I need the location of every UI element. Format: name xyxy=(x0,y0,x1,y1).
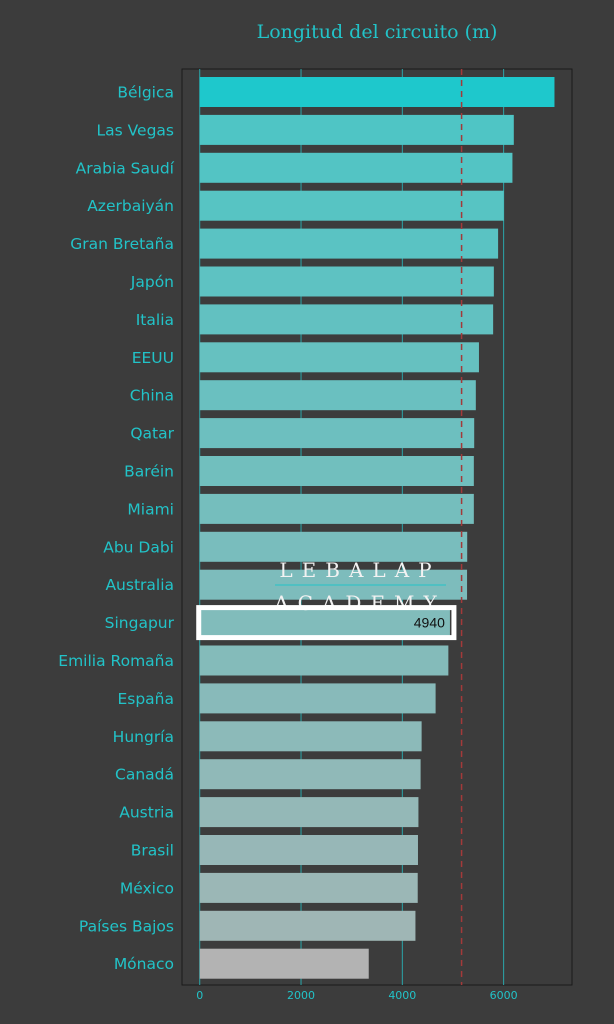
bar-espana xyxy=(199,683,436,714)
highlight-value-label: 4940 xyxy=(414,615,445,631)
bar-abu-dabi xyxy=(199,531,468,562)
watermark-line2: ACADEMY xyxy=(273,591,446,615)
category-label: Arabia Saudí xyxy=(76,159,175,177)
bar-barein xyxy=(199,456,474,486)
bar-japon xyxy=(199,266,494,297)
x-tick-label: 0 xyxy=(196,989,203,1002)
category-label: España xyxy=(117,690,174,708)
category-label: Mónaco xyxy=(114,955,174,973)
bar-mexico xyxy=(199,872,418,903)
category-label: Italia xyxy=(136,311,174,329)
category-label: China xyxy=(130,387,174,405)
bar-brasil xyxy=(199,835,418,865)
category-label: Las Vegas xyxy=(97,121,175,139)
category-label: Azerbaiyán xyxy=(87,197,174,215)
category-label: Gran Bretaña xyxy=(70,235,174,253)
bars xyxy=(199,77,555,979)
category-labels: Bélgica Las Vegas Arabia Saudí Azerbaiyán Gr… xyxy=(58,84,174,974)
category-label: México xyxy=(120,879,174,897)
category-label: Bélgica xyxy=(117,84,174,102)
category-label: Países Bajos xyxy=(79,917,174,935)
x-tick-label: 2000 xyxy=(287,989,315,1002)
category-label: Canadá xyxy=(115,766,174,784)
category-label: Qatar xyxy=(130,425,174,443)
plot-area xyxy=(181,68,573,986)
bar-canada xyxy=(199,759,421,790)
bar-austria xyxy=(199,797,419,828)
x-tick-label: 4000 xyxy=(388,989,416,1002)
bar-monaco xyxy=(199,948,369,979)
bar-qatar xyxy=(199,418,475,449)
bar-emilia-romana xyxy=(199,645,449,676)
category-label: Hungría xyxy=(113,728,174,746)
category-label: EEUU xyxy=(132,349,174,367)
category-label: Miami xyxy=(127,500,174,518)
bar-arabia-saudi xyxy=(199,152,513,183)
bar-gran-bretana xyxy=(199,228,499,259)
x-tick-labels: 0 2000 4000 6000 xyxy=(196,989,517,1002)
category-label: Baréin xyxy=(124,463,174,481)
category-label: Brasil xyxy=(131,842,174,860)
watermark: LEBALAP ACADEMY xyxy=(273,558,446,615)
category-label: Australia xyxy=(105,576,174,594)
chart-title: Longitud del circuito (m) xyxy=(257,21,498,43)
bar-china xyxy=(199,380,476,411)
bar-italia xyxy=(199,304,494,335)
watermark-line1: LEBALAP xyxy=(279,558,440,582)
bar-azerbaiyan xyxy=(199,190,504,221)
bar-paises-bajos xyxy=(199,910,416,941)
highlight-layer: 4940 xyxy=(196,605,457,641)
bar-eeuu xyxy=(199,342,479,373)
bar-singapur xyxy=(199,607,450,638)
x-tick-label: 6000 xyxy=(490,989,518,1002)
category-label: Japón xyxy=(130,273,174,291)
bar-miami xyxy=(199,493,474,524)
category-label: Singapur xyxy=(105,614,175,632)
bar-hungria xyxy=(199,721,422,752)
category-label: Austria xyxy=(119,804,174,822)
category-label: Emilia Romaña xyxy=(58,652,174,670)
highlight-box xyxy=(196,605,457,641)
bar-las-vegas xyxy=(199,114,514,145)
category-label: Abu Dabi xyxy=(103,538,174,556)
bar-belgica xyxy=(199,77,555,107)
grid-lines xyxy=(199,69,505,985)
